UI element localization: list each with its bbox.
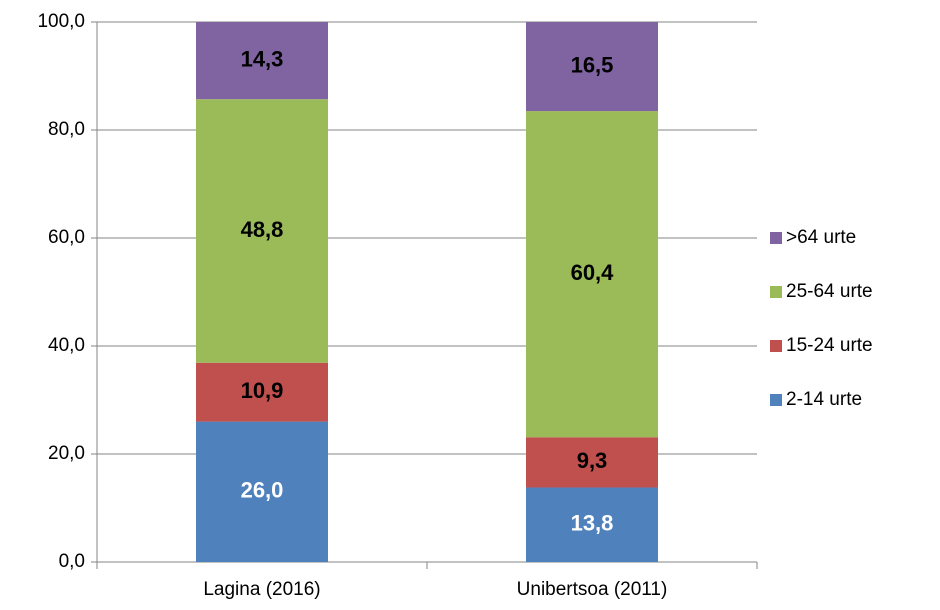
value-label: 48,8 — [241, 217, 284, 242]
x-tick-label: Lagina (2016) — [203, 579, 320, 600]
bar-segment — [526, 487, 658, 562]
y-tick-label: 60,0 — [48, 227, 85, 248]
y-tick-label: 0,0 — [59, 551, 85, 572]
bar-segment — [526, 111, 658, 438]
legend-label: 2-14 urte — [786, 389, 862, 410]
legend-swatch — [770, 394, 782, 406]
legend-swatch — [770, 286, 782, 298]
value-label: 9,3 — [577, 448, 608, 473]
legend-label: 15-24 urte — [786, 335, 873, 356]
value-label: 14,3 — [241, 46, 284, 71]
value-label: 26,0 — [241, 478, 284, 503]
legend-label: 25-64 urte — [786, 281, 873, 302]
value-label: 60,4 — [571, 260, 615, 285]
bar-segment — [196, 362, 328, 422]
value-label: 13,8 — [571, 511, 614, 536]
bar-segment — [526, 437, 658, 488]
bar-segment — [196, 22, 328, 100]
y-tick-label: 20,0 — [48, 443, 85, 464]
y-tick-label: 40,0 — [48, 335, 85, 356]
bar-segment — [196, 421, 328, 562]
y-tick-label: 100,0 — [37, 11, 85, 32]
legend-swatch — [770, 232, 782, 244]
legend-swatch — [770, 340, 782, 352]
y-tick-label: 80,0 — [48, 119, 85, 140]
value-label: 16,5 — [571, 52, 614, 77]
bar-segment — [526, 22, 658, 112]
x-tick-label: Unibertsoa (2011) — [517, 579, 668, 600]
legend-label: >64 urte — [786, 227, 856, 248]
bar-segment — [196, 99, 328, 363]
value-label: 10,9 — [241, 378, 284, 403]
